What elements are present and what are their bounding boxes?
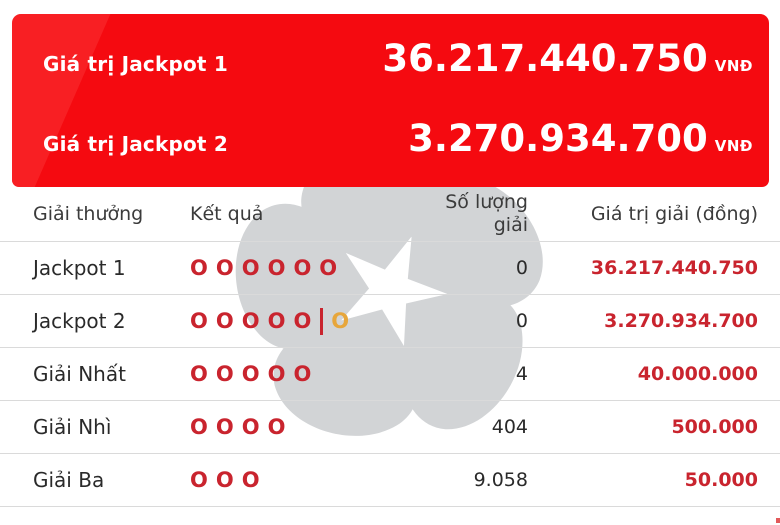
header-prize: Giải thưởng: [33, 202, 144, 225]
prize-table: Giải thưởng Kết quả Số lượng giải Giá tr…: [0, 187, 780, 507]
result-circle-icon: O: [267, 361, 286, 386]
result-circle-icon: O: [241, 361, 260, 386]
jackpot2-currency: VNĐ: [714, 137, 753, 155]
header-result: Kết quả: [190, 202, 264, 225]
jackpot1-label: Giá trị Jackpot 1: [43, 52, 228, 76]
result-circle-icon: O: [267, 308, 286, 333]
prize-value: 36.217.440.750: [590, 256, 758, 279]
header-count: Số lượng giải: [445, 191, 528, 236]
prize-count: 9.058: [473, 468, 528, 491]
result-circle-icon: O: [319, 255, 338, 280]
prize-count: 404: [491, 415, 528, 438]
prize-name: Jackpot 1: [33, 256, 126, 280]
result-circle-icon: O: [241, 414, 260, 439]
result-divider: [320, 307, 324, 335]
prize-name: Giải Nhì: [33, 415, 112, 439]
prize-value: 40.000.000: [637, 362, 758, 385]
result-circle-icon: O: [241, 255, 260, 280]
result-circle-icon: O: [190, 467, 208, 492]
result-circle-icon: O: [241, 308, 260, 333]
result-circle-icon: O: [267, 255, 286, 280]
prize-name: Giải Nhất: [33, 362, 126, 386]
jackpot1-row: Giá trị Jackpot 1 36.217.440.750 VNĐ: [43, 40, 753, 77]
result-circle-icon: O: [293, 308, 312, 333]
jackpot1-currency: VNĐ: [714, 57, 753, 75]
result-circle-icon: O: [293, 361, 312, 386]
result-circle-icon: O: [190, 361, 208, 386]
jackpot-banner: Giá trị Jackpot 1 36.217.440.750 VNĐ Giá…: [12, 14, 769, 187]
result-circle-icon: O: [267, 414, 286, 439]
result-circle-icon: O: [241, 467, 260, 492]
prize-value: 50.000: [684, 468, 758, 491]
prize-value: 3.270.934.700: [604, 309, 758, 332]
prize-name: Giải Ba: [33, 468, 105, 492]
vietlott-flower-watermark-icon: [235, 132, 543, 436]
result-circle-icon: O: [215, 414, 234, 439]
result-circle-icon: O: [215, 467, 234, 492]
jackpot1-value: 36.217.440.750 VNĐ: [382, 40, 753, 77]
bonus-circle-icon: O: [331, 308, 350, 333]
corner-artifact: [776, 518, 780, 523]
jackpot1-amount: 36.217.440.750: [382, 37, 708, 80]
header-value: Giá trị giải (đồng): [590, 202, 758, 225]
prize-name: Jackpot 2: [33, 309, 126, 333]
result-circle-icon: O: [190, 308, 208, 333]
result-circle-icon: O: [190, 255, 208, 280]
result-circle-icon: O: [293, 255, 312, 280]
result-circle-icon: O: [215, 308, 234, 333]
result-circle-icon: O: [215, 255, 234, 280]
result-circle-icon: O: [215, 361, 234, 386]
jackpot2-amount: 3.270.934.700: [408, 117, 708, 160]
prize-count: 0: [515, 256, 528, 279]
jackpot2-value: 3.270.934.700 VNĐ: [408, 120, 753, 157]
prize-count: 0: [515, 309, 528, 332]
prize-count: 4: [515, 362, 528, 385]
prize-value: 500.000: [671, 415, 758, 438]
prize-table-header: Giải thưởng Kết quả Số lượng giải Giá tr…: [0, 187, 780, 242]
result-circle-icon: O: [190, 414, 208, 439]
jackpot2-label: Giá trị Jackpot 2: [43, 132, 228, 156]
jackpot2-row: Giá trị Jackpot 2 3.270.934.700 VNĐ: [43, 120, 753, 157]
